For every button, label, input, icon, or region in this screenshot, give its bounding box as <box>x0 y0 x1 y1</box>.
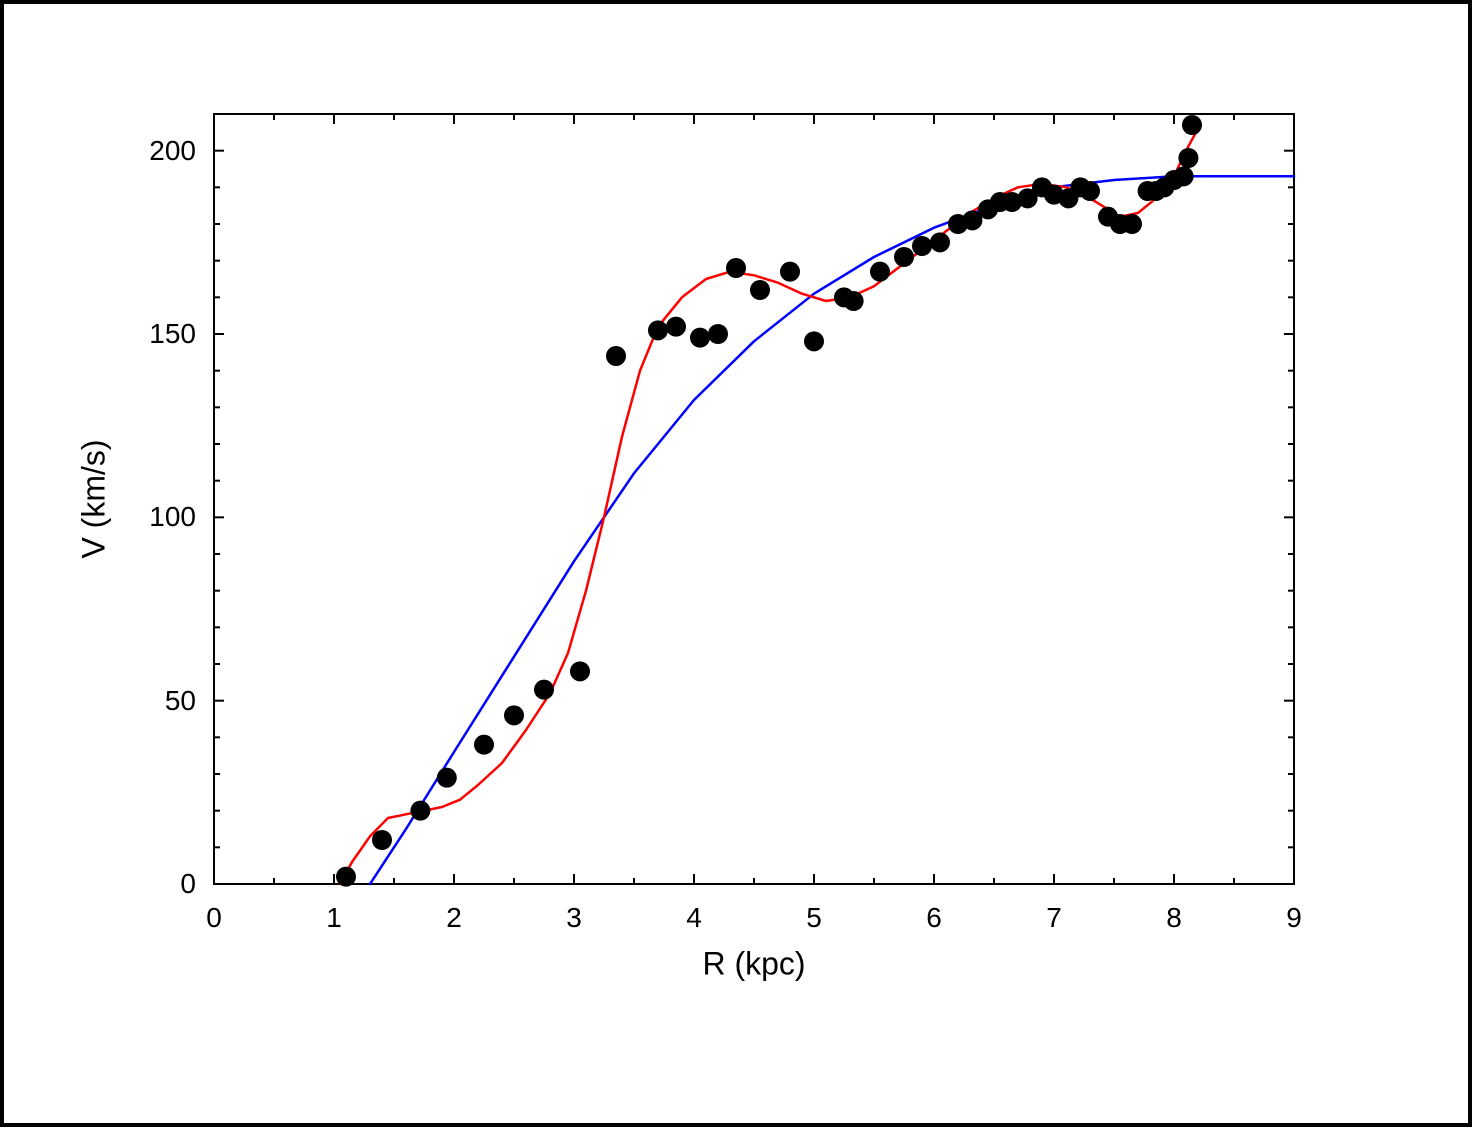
y-tick-label: 100 <box>149 501 196 533</box>
data-point <box>570 661 590 681</box>
data-point <box>1182 115 1202 135</box>
red_fit-curve <box>340 129 1198 884</box>
y-axis-label: V (km/s) <box>76 439 113 558</box>
data-point <box>437 768 457 788</box>
x-axis-label: R (kpc) <box>702 946 805 983</box>
data-point <box>844 291 864 311</box>
data-point <box>930 232 950 252</box>
data-point <box>648 320 668 340</box>
y-tick-label: 200 <box>149 135 196 167</box>
data-point <box>534 680 554 700</box>
data-point <box>336 867 356 887</box>
chart-frame: V (km/s) R (kpc) 0 1 2 3 4 5 6 7 8 9 0 50 100 150 200 <box>0 0 1472 1127</box>
data-point <box>606 346 626 366</box>
x-tick-label: 6 <box>926 902 942 934</box>
data-point <box>804 331 824 351</box>
x-tick-label: 1 <box>326 902 342 934</box>
data-point <box>372 830 392 850</box>
blue_fit-curve <box>370 176 1294 884</box>
data-point <box>666 317 686 337</box>
y-tick-label: 50 <box>165 685 196 717</box>
x-tick-label: 3 <box>566 902 582 934</box>
x-tick-label: 4 <box>686 902 702 934</box>
data-point <box>1174 166 1194 186</box>
data-point <box>504 705 524 725</box>
x-tick-label: 2 <box>446 902 462 934</box>
data-point <box>780 262 800 282</box>
data-point <box>1080 181 1100 201</box>
y-tick-label: 0 <box>180 868 196 900</box>
data-point <box>474 735 494 755</box>
x-tick-label: 0 <box>206 902 222 934</box>
data-point <box>894 247 914 267</box>
data-point <box>690 328 710 348</box>
data-point <box>1178 148 1198 168</box>
x-tick-label: 9 <box>1286 902 1302 934</box>
data-point <box>1122 214 1142 234</box>
y-tick-label: 150 <box>149 318 196 350</box>
data-point <box>912 236 932 256</box>
data-point <box>708 324 728 344</box>
data-point <box>750 280 770 300</box>
x-tick-label: 7 <box>1046 902 1062 934</box>
x-tick-label: 5 <box>806 902 822 934</box>
data-point <box>410 801 430 821</box>
x-tick-label: 8 <box>1166 902 1182 934</box>
data-point <box>726 258 746 278</box>
data-point <box>870 262 890 282</box>
